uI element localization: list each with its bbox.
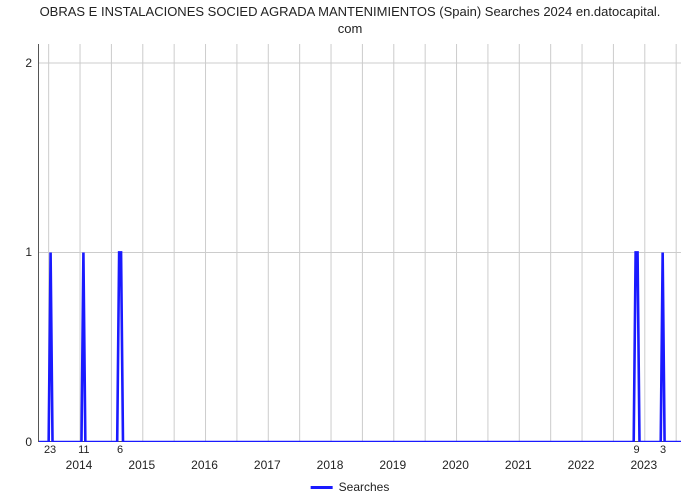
legend: Searches: [311, 480, 390, 494]
x-tick-label: 2023: [630, 458, 657, 472]
legend-label: Searches: [339, 480, 390, 494]
y-tick-label: 0: [6, 435, 32, 449]
x-tick-label: 2017: [254, 458, 281, 472]
plot-area: [38, 44, 680, 442]
x-tick-label: 2021: [505, 458, 532, 472]
y-tick-label: 2: [6, 56, 32, 70]
x-tick-label: 2019: [379, 458, 406, 472]
chart-container: OBRAS E INSTALACIONES SOCIED AGRADA MANT…: [0, 0, 700, 500]
y-tick-label: 1: [6, 245, 32, 259]
x-tick-label: 2016: [191, 458, 218, 472]
x-tick-label: 2020: [442, 458, 469, 472]
value-annotation: 9: [633, 444, 639, 456]
chart-title: OBRAS E INSTALACIONES SOCIED AGRADA MANT…: [0, 4, 700, 38]
x-tick-label: 2018: [317, 458, 344, 472]
x-tick-label: 2022: [568, 458, 595, 472]
value-annotation: 6: [117, 444, 123, 456]
x-tick-label: 2014: [66, 458, 93, 472]
plot-svg: [39, 44, 681, 442]
x-tick-label: 2015: [128, 458, 155, 472]
value-annotation: 3: [660, 444, 666, 456]
legend-swatch: [311, 486, 333, 489]
value-annotation: 11: [78, 444, 89, 456]
value-annotation: 23: [44, 444, 56, 456]
